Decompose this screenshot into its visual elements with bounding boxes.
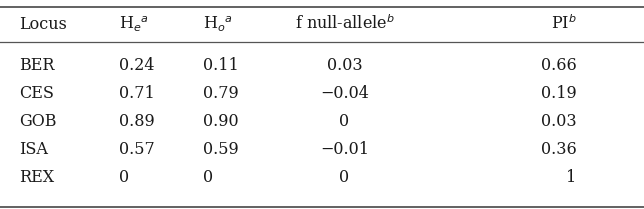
Text: 0.66: 0.66 <box>540 57 576 74</box>
Text: 0: 0 <box>203 168 213 186</box>
Text: 0.79: 0.79 <box>203 85 239 102</box>
Text: −0.01: −0.01 <box>320 141 369 158</box>
Text: REX: REX <box>19 168 55 186</box>
Text: 0.03: 0.03 <box>327 57 363 74</box>
Text: 0.71: 0.71 <box>119 85 155 102</box>
Text: H$_o$$^a$: H$_o$$^a$ <box>203 14 232 34</box>
Text: −0.04: −0.04 <box>320 85 369 102</box>
Text: 0.36: 0.36 <box>540 141 576 158</box>
Text: 0.19: 0.19 <box>540 85 576 102</box>
Text: H$_e$$^a$: H$_e$$^a$ <box>119 14 149 34</box>
Text: 0.24: 0.24 <box>119 57 155 74</box>
Text: 1: 1 <box>566 168 576 186</box>
Text: ISA: ISA <box>19 141 48 158</box>
Text: 0.59: 0.59 <box>203 141 239 158</box>
Text: GOB: GOB <box>19 113 57 130</box>
Text: CES: CES <box>19 85 54 102</box>
Text: 0: 0 <box>119 168 129 186</box>
Text: 0.89: 0.89 <box>119 113 155 130</box>
Text: 0.90: 0.90 <box>203 113 238 130</box>
Text: 0.03: 0.03 <box>541 113 576 130</box>
Text: 0.11: 0.11 <box>203 57 239 74</box>
Text: f null-allele$^b$: f null-allele$^b$ <box>295 15 394 33</box>
Text: Locus: Locus <box>19 15 67 33</box>
Text: BER: BER <box>19 57 55 74</box>
Text: 0.57: 0.57 <box>119 141 155 158</box>
Text: 0: 0 <box>339 168 350 186</box>
Text: 0: 0 <box>339 113 350 130</box>
Text: PI$^b$: PI$^b$ <box>551 15 576 33</box>
